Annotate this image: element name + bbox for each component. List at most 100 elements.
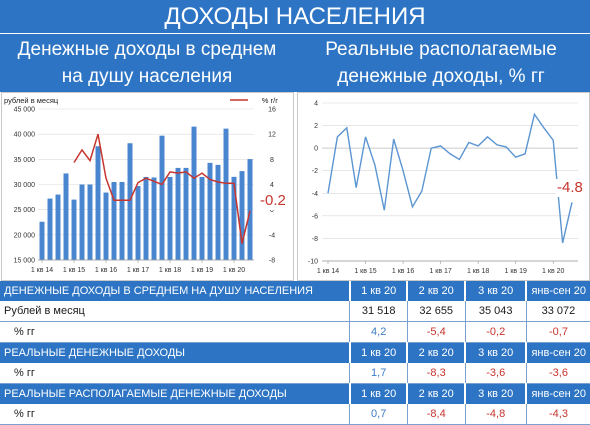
column-header: 2 кв 20: [406, 342, 466, 363]
bar: [87, 184, 93, 260]
y2-tick-label: 8: [270, 157, 274, 164]
table-cell: 0,7: [349, 404, 408, 425]
bar: [71, 199, 77, 260]
x-tick-label: 1 кв 15: [63, 267, 85, 274]
bar: [167, 176, 173, 260]
bar: [135, 186, 141, 260]
left-chart-header: Денежные доходы в среднем на душу населе…: [2, 36, 292, 90]
x-tick-label: 1 кв 16: [392, 268, 414, 275]
bar: [247, 159, 253, 260]
real-income-line-chart-svg: -10 -8 -6 -4 -2 0 2 4 1 кв 14 1 кв 15 1 кв 16 1 кв …: [308, 101, 578, 275]
x-tick-label: 1 кв 19: [505, 268, 527, 275]
column-header: 1 кв 20: [348, 383, 408, 404]
y-tick-label: 2: [314, 123, 318, 130]
y2-tick-label: 16: [268, 107, 276, 114]
row-label: % гг: [0, 404, 350, 425]
income-table: ДЕНЕЖНЫЕ ДОХОДЫ В СРЕДНЕМ НА ДУШУ НАСЕЛЕ…: [0, 281, 590, 425]
income-bar-chart: рублей в месяц % г/г 15 000 20 000 25 000 30 …: [1, 92, 294, 281]
x-tick-label: 1 кв 17: [429, 268, 451, 275]
column-header: янв-сен 20: [525, 281, 590, 301]
table-row: Рублей в месяц 31 518 32 655 35 043 33 0…: [0, 301, 590, 322]
y-axis-label: рублей в месяц: [4, 96, 59, 105]
column-header: 3 кв 20: [464, 383, 527, 404]
bar: [127, 143, 133, 260]
table-cell: 32 655: [406, 301, 466, 322]
section-title: РЕАЛЬНЫЕ РАСПОЛАГАЕМЫЕ ДЕНЕЖНЫЕ ДОХОДЫ: [0, 383, 350, 404]
y-tick-label: 0: [314, 146, 318, 153]
income-bar-chart-svg: рублей в месяц % г/г 15 000 20 000 25 000 30 …: [4, 96, 279, 274]
y-tick-label: -10: [308, 259, 318, 266]
page-title: ДОХОДЫ НАСЕЛЕНИЯ: [0, 0, 590, 33]
table-row: % гг 0,7 -8,4 -4,8 -4,3: [0, 404, 590, 425]
y-tick-label: 30 000: [14, 182, 36, 189]
bar: [151, 177, 157, 260]
right-header-line-1: Реальные располагаемые: [325, 39, 557, 60]
x-tick-label: 1 кв 14: [317, 268, 339, 275]
y2-axis-label: % г/г: [262, 96, 279, 105]
bar: [199, 176, 205, 260]
x-tick-label: 1 кв 17: [127, 267, 149, 274]
column-header: 1 кв 20: [348, 281, 408, 301]
column-header: янв-сен 20: [525, 342, 590, 363]
yoy-series-line: [73, 133, 251, 244]
x-tick-label: 1 кв 19: [191, 267, 213, 274]
bar: [159, 135, 165, 260]
x-tick-label: 1 кв 20: [542, 268, 564, 275]
bar: [47, 198, 53, 260]
table-cell: -8,4: [406, 404, 466, 425]
bar: [103, 192, 109, 260]
y-tick-label: -8: [312, 236, 318, 243]
bar: [239, 171, 245, 260]
column-header: 1 кв 20: [348, 342, 408, 363]
y2-tick-label: -8: [269, 258, 275, 265]
table-cell: 31 518: [349, 301, 408, 322]
y-tick-label: 15 000: [14, 258, 36, 265]
table-cell: -4,8: [464, 404, 527, 425]
real-income-series-line: [327, 112, 573, 244]
table-cell: 33 072: [525, 301, 590, 322]
column-header: янв-сен 20: [525, 383, 590, 404]
bar: [191, 126, 197, 260]
table-cell: -4,3: [525, 404, 590, 425]
left-header-line-2: на душу населения: [61, 66, 233, 87]
y-tick-label: -2: [312, 168, 318, 175]
bar: [95, 146, 101, 260]
y2-tick-label: 0: [270, 207, 274, 214]
x-tick-label: 1 кв 18: [159, 267, 181, 274]
y-tick-label: 40 000: [14, 132, 36, 139]
table-cell: -0,2: [464, 321, 527, 343]
bar: [175, 167, 181, 260]
bar: [215, 164, 221, 260]
table-row: % гг 4,2 -5,4 -0,2 -0,7: [0, 321, 590, 343]
x-tick-label: 1 кв 14: [31, 267, 53, 274]
section-title: ДЕНЕЖНЫЕ ДОХОДЫ В СРЕДНЕМ НА ДУШУ НАСЕЛЕ…: [0, 281, 350, 301]
table-section-header: ДЕНЕЖНЫЕ ДОХОДЫ В СРЕДНЕМ НА ДУШУ НАСЕЛЕ…: [0, 281, 590, 301]
x-tick-label: 1 кв 16: [95, 267, 117, 274]
y-tick-label: 45 000: [14, 107, 36, 114]
y2-tick-label: 4: [270, 182, 274, 189]
bar: [119, 181, 125, 260]
bar: [223, 128, 229, 260]
table-section-header: РЕАЛЬНЫЕ РАСПОЛАГАЕМЫЕ ДЕНЕЖНЫЕ ДОХОДЫ 1…: [0, 383, 590, 404]
y-tick-label: -6: [312, 213, 318, 220]
bar: [207, 162, 213, 260]
table-cell: -8,3: [406, 363, 466, 384]
bar: [183, 167, 189, 260]
right-header-line-2: денежные доходы, % гг: [337, 66, 545, 87]
table-cell: -5,4: [406, 321, 466, 343]
table-cell: -3,6: [525, 363, 590, 384]
row-label: % гг: [0, 363, 350, 384]
column-header: 3 кв 20: [464, 342, 527, 363]
bar: [143, 176, 149, 260]
right-chart-header: Реальные располагаемые денежные доходы, …: [296, 36, 586, 90]
row-label: Рублей в месяц: [0, 301, 350, 322]
section-title: РЕАЛЬНЫЕ ДЕНЕЖНЫЕ ДОХОДЫ: [0, 342, 350, 363]
y-tick-label: 35 000: [14, 157, 36, 164]
y-tick-label: -4: [312, 191, 318, 198]
column-header: 2 кв 20: [406, 281, 466, 301]
y2-tick-label: -4: [269, 232, 275, 239]
table-row: % гг 1,7 -8,3 -3,6 -3,6: [0, 363, 590, 384]
table-cell: 1,7: [349, 363, 408, 384]
bar: [39, 221, 45, 260]
x-tick-label: 1 кв 15: [354, 268, 376, 275]
